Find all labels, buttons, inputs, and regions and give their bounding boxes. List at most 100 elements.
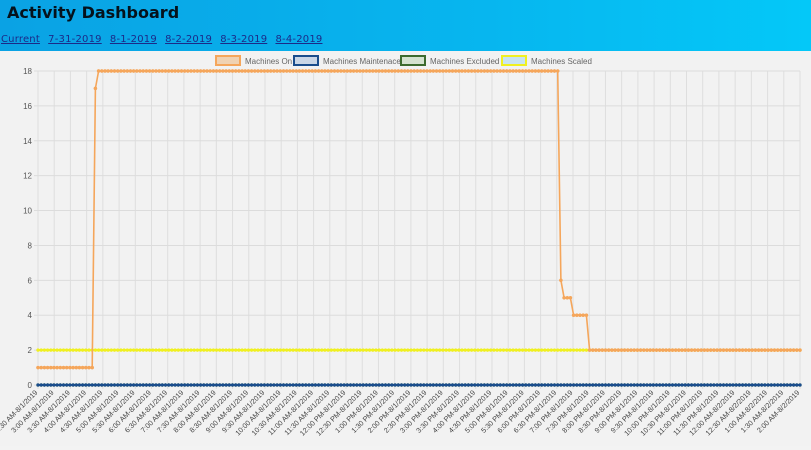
nav-link-7-31-2019[interactable]: 7-31-2019 <box>48 34 102 45</box>
data-point <box>320 383 324 387</box>
data-point <box>278 383 283 387</box>
data-point <box>731 383 735 387</box>
data-point <box>721 383 726 387</box>
data-point <box>316 69 321 73</box>
data-point <box>68 365 72 370</box>
data-point <box>402 383 407 387</box>
data-point <box>320 348 324 352</box>
nav-link-8-1-2019[interactable]: 8-1-2019 <box>109 34 157 45</box>
data-point <box>182 69 187 73</box>
data-point <box>77 365 82 370</box>
data-point <box>568 348 573 352</box>
data-point <box>377 383 381 387</box>
data-point <box>138 348 142 352</box>
data-point <box>109 69 114 73</box>
y-tick-label: 18 <box>23 67 32 76</box>
data-point <box>354 69 359 73</box>
data-point <box>399 69 404 73</box>
data-point <box>581 348 585 352</box>
data-point <box>138 69 142 73</box>
data-point <box>594 348 598 352</box>
data-point <box>584 348 589 352</box>
data-point <box>106 383 110 387</box>
data-point <box>591 383 595 387</box>
data-point <box>253 383 257 387</box>
data-point <box>626 383 630 387</box>
y-tick-label: 10 <box>23 207 32 216</box>
date-nav: Current 7-31-2019 8-1-2019 8-2-2019 8-3-… <box>1 34 327 45</box>
data-point <box>444 348 448 352</box>
data-point <box>393 69 397 73</box>
data-point <box>58 383 63 387</box>
data-point <box>495 348 499 352</box>
data-point <box>696 383 700 387</box>
data-point <box>294 348 299 352</box>
data-point <box>195 383 200 387</box>
data-point <box>504 69 509 73</box>
data-point <box>740 383 745 387</box>
data-point <box>428 69 433 73</box>
nav-link-8-2-2019[interactable]: 8-2-2019 <box>165 34 213 45</box>
data-point <box>205 383 209 387</box>
data-point <box>243 69 248 73</box>
data-point <box>112 383 117 387</box>
data-point <box>256 348 260 352</box>
data-point <box>131 383 136 387</box>
data-point <box>769 348 774 352</box>
data-point <box>246 383 251 387</box>
data-point <box>189 69 193 73</box>
data-point <box>259 383 263 387</box>
data-point <box>734 383 738 387</box>
data-point <box>524 348 528 352</box>
data-point <box>425 69 429 73</box>
data-point <box>272 383 276 387</box>
data-point <box>195 69 200 73</box>
data-point <box>278 348 283 352</box>
data-point <box>233 383 238 387</box>
data-point <box>708 383 713 387</box>
data-point <box>533 69 538 73</box>
data-point <box>750 348 755 352</box>
data-point <box>543 383 547 387</box>
data-point <box>166 383 171 387</box>
data-point <box>291 383 295 387</box>
data-point <box>692 348 697 352</box>
data-point <box>415 348 420 352</box>
data-point <box>326 383 330 387</box>
data-point <box>619 348 624 352</box>
data-point <box>265 69 270 73</box>
data-point <box>87 383 91 387</box>
data-point <box>383 383 388 387</box>
nav-link-8-4-2019[interactable]: 8-4-2019 <box>275 34 323 45</box>
data-point <box>90 383 94 387</box>
data-point <box>794 348 799 352</box>
data-point <box>600 348 605 352</box>
data-point <box>724 383 729 387</box>
data-point <box>699 348 704 352</box>
data-point <box>307 348 311 352</box>
data-point <box>358 383 362 387</box>
data-point <box>543 69 547 73</box>
nav-link-8-3-2019[interactable]: 8-3-2019 <box>220 34 268 45</box>
data-point <box>195 348 200 352</box>
data-point <box>246 69 251 73</box>
data-point <box>734 348 739 352</box>
data-point <box>42 383 47 387</box>
data-point <box>115 69 120 73</box>
data-point <box>106 348 110 352</box>
data-point <box>150 69 155 73</box>
data-point <box>115 383 120 387</box>
data-point <box>243 348 247 352</box>
data-point <box>173 383 177 387</box>
nav-link-current[interactable]: Current <box>1 34 40 45</box>
data-point <box>217 69 222 73</box>
data-point <box>307 383 311 387</box>
data-point <box>268 69 273 73</box>
y-tick-label: 14 <box>23 137 32 146</box>
data-point <box>670 383 675 387</box>
data-point <box>693 383 697 387</box>
data-point <box>434 383 439 387</box>
data-point <box>157 348 161 352</box>
data-point <box>329 383 334 387</box>
data-point <box>119 69 123 73</box>
